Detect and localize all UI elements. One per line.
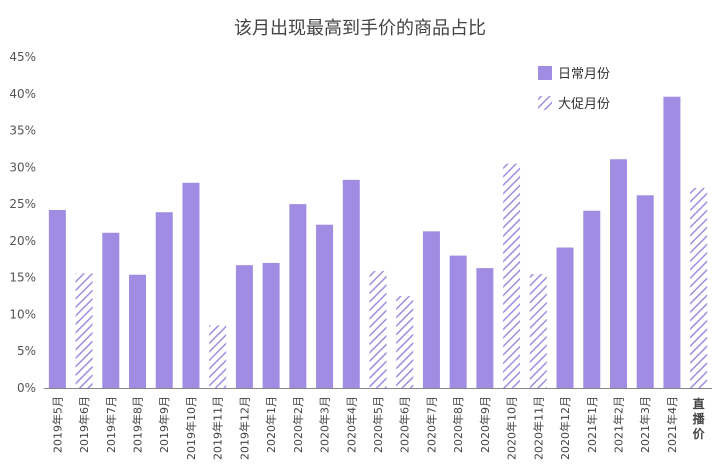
x-tick-label: 2020年5月 — [371, 396, 385, 453]
y-tick-label: 25% — [9, 197, 36, 211]
x-tick-label: 2021年4月 — [665, 396, 679, 453]
legend: 日常月份 大促月份 — [538, 66, 610, 112]
legend-label-regular: 日常月份 — [558, 67, 610, 82]
bar-promo — [396, 296, 414, 388]
bar-regular — [422, 231, 440, 388]
bar-regular — [289, 204, 307, 388]
x-tick-label: 2019年10月 — [184, 396, 198, 460]
bar-regular — [476, 268, 494, 388]
bar-regular — [663, 96, 681, 388]
x-tick-label: 2019年11月 — [211, 396, 225, 460]
legend-swatch-promo — [538, 96, 552, 110]
y-tick-label: 20% — [9, 234, 36, 248]
y-tick-label: 40% — [9, 87, 36, 101]
y-tick-label: 0% — [17, 381, 36, 395]
bar-regular — [609, 159, 627, 388]
x-tick-label: 2020年4月 — [344, 396, 358, 453]
x-tick-label: 2019年5月 — [50, 396, 64, 453]
bar-regular — [48, 209, 66, 388]
legend-label-promo: 大促月份 — [558, 97, 610, 112]
bar-regular — [583, 210, 601, 388]
x-tick-label: 2021年2月 — [611, 396, 625, 453]
x-tick-label: 2021年1月 — [585, 396, 599, 453]
y-tick-label: 30% — [9, 160, 36, 174]
x-tick-label: 2019年7月 — [104, 396, 118, 453]
bar-promo — [209, 325, 227, 388]
x-tick-label: 2020年2月 — [291, 396, 305, 453]
x-tick-label: 2019年9月 — [157, 396, 171, 453]
x-tick-label: 直播价 — [693, 396, 706, 441]
bar-regular — [449, 255, 467, 388]
bar-promo — [503, 163, 521, 388]
bar-regular — [262, 262, 280, 388]
bar-promo — [369, 271, 387, 388]
x-tick-label: 2019年8月 — [131, 396, 145, 453]
bar-regular — [342, 179, 360, 388]
bar-regular — [129, 274, 147, 388]
x-tick-label: 2020年1月 — [264, 396, 278, 453]
y-tick-label: 10% — [9, 307, 36, 321]
bar-regular — [155, 212, 173, 388]
y-axis: 0% 5% 10% 15% 20% 25% 30% 35% 40% 45% — [9, 50, 36, 395]
bar-regular — [556, 247, 574, 388]
chart-title: 该月出现最高到手价的商品占比 — [234, 18, 486, 39]
x-tick-label: 2020年11月 — [531, 396, 545, 460]
bar-regular — [235, 265, 253, 388]
x-tick-label: 2019年6月 — [77, 396, 91, 453]
x-tick-label: 2020年12月 — [558, 396, 572, 460]
bar-promo — [529, 273, 547, 388]
bar-regular — [636, 195, 654, 388]
bars — [48, 96, 708, 388]
bar-regular — [102, 232, 120, 388]
legend-swatch-regular — [538, 66, 552, 80]
x-tick-label: 2020年6月 — [398, 396, 412, 453]
bar-promo — [75, 273, 93, 388]
x-axis: 2019年5月 2019年6月 2019年7月 2019年8月 2019年9月 2019年… — [44, 388, 712, 460]
bar-promo — [690, 187, 708, 388]
x-tick-label: 2020年9月 — [478, 396, 492, 453]
y-tick-label: 15% — [9, 271, 36, 285]
y-tick-label: 35% — [9, 124, 36, 138]
bar-regular — [316, 224, 334, 388]
x-tick-label: 2019年12月 — [237, 396, 251, 460]
y-tick-label: 45% — [9, 50, 36, 64]
y-tick-label: 5% — [17, 344, 36, 358]
bar-regular — [182, 182, 200, 388]
x-tick-label: 2020年3月 — [318, 396, 332, 453]
x-tick-label: 2020年10月 — [505, 396, 519, 460]
x-tick-label: 2020年8月 — [451, 396, 465, 453]
x-tick-label: 2021年3月 — [638, 396, 652, 453]
x-tick-label: 2020年7月 — [424, 396, 438, 453]
